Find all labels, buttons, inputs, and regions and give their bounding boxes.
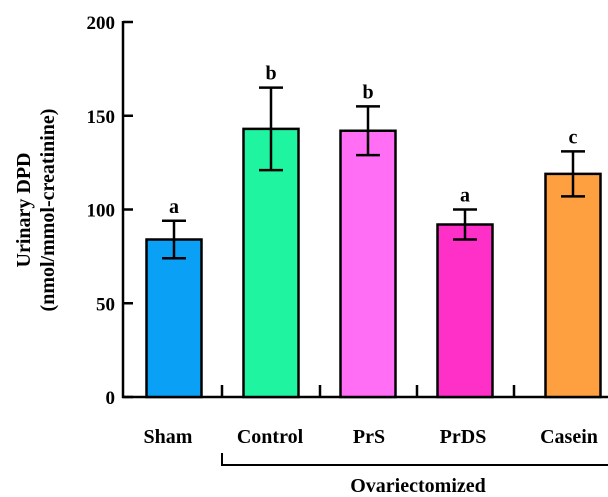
group-label: Ovariectomized xyxy=(350,475,486,497)
significance-label: a xyxy=(169,196,179,218)
y-tick-label: 0 xyxy=(106,388,116,409)
category-label: Control xyxy=(237,426,304,448)
significance-label: c xyxy=(569,126,578,148)
y-tick-label: 150 xyxy=(87,107,116,128)
significance-label: b xyxy=(265,63,276,85)
category-label: Casein xyxy=(540,426,598,448)
ovariectomized-group: Ovariectomized xyxy=(221,453,608,497)
category-label: PrS xyxy=(353,426,385,448)
category-label: PrDS xyxy=(440,426,487,448)
bars: a b b a c xyxy=(145,63,602,399)
y-axis-title-line-2: (nmol/mmol-creatinine) xyxy=(37,109,59,312)
y-tick-label: 200 xyxy=(87,13,116,34)
y-tick-label: 100 xyxy=(87,201,116,222)
significance-label: a xyxy=(460,185,470,207)
y-tick-label: 50 xyxy=(96,294,115,315)
group-bracket xyxy=(221,453,608,466)
category-label: Sham xyxy=(144,426,193,448)
y-ticks: 0 50 100 150 200 xyxy=(87,13,516,409)
bar-sham xyxy=(145,238,203,399)
bar-prs xyxy=(339,129,397,399)
category-labels: Sham Control PrS PrDS Casein xyxy=(144,426,598,448)
significance-label: b xyxy=(362,81,373,103)
y-axis-title-line-1: Urinary DPD xyxy=(13,153,35,268)
bar-prds xyxy=(436,223,494,399)
bar-casein xyxy=(544,172,602,399)
